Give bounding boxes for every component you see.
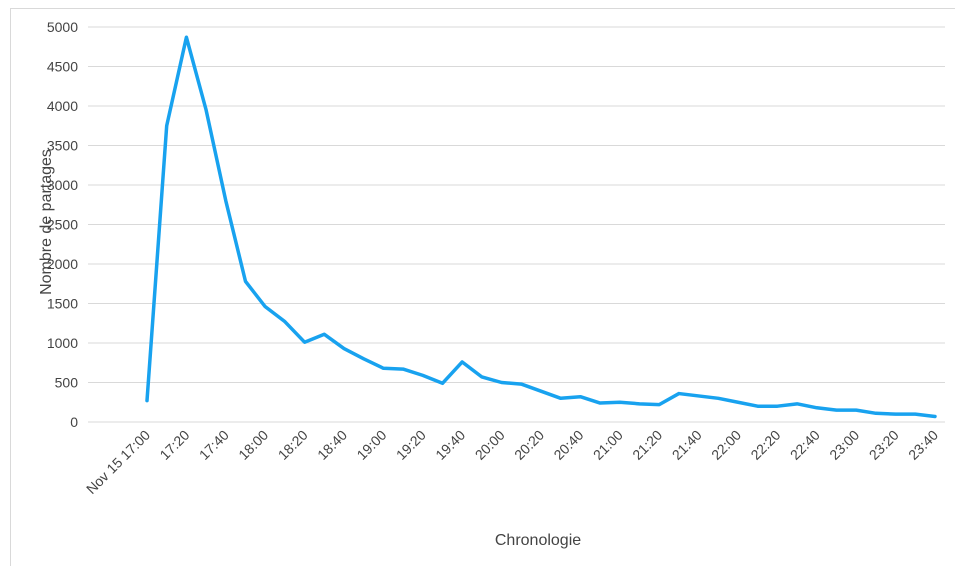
y-tick-label: 4000	[47, 98, 78, 114]
y-tick-label: 4500	[47, 59, 78, 75]
x-tick-label: 19:00	[353, 427, 389, 463]
x-tick-label: 19:40	[432, 427, 468, 463]
y-tick-label: 5000	[47, 19, 78, 35]
y-tick-label: 2500	[47, 217, 78, 233]
x-tick-label: Nov 15 17:00	[83, 427, 153, 497]
x-tick-label: 22:20	[747, 427, 783, 463]
y-tick-label: 3500	[47, 138, 78, 154]
x-tick-label: 23:40	[905, 427, 941, 463]
y-tick-label: 0	[70, 414, 78, 430]
x-tick-label: 21:20	[629, 427, 665, 463]
y-tick-label: 1500	[47, 296, 78, 312]
x-tick-label: 22:00	[708, 427, 744, 463]
x-tick-label: 20:40	[550, 427, 586, 463]
line	[145, 35, 937, 419]
x-tick-label: 21:00	[590, 427, 626, 463]
x-tick-label: 18:20	[275, 427, 311, 463]
x-tick-label: 17:40	[196, 427, 232, 463]
x-axis-title: Chronologie	[495, 532, 581, 549]
y-tick-label: 1000	[47, 335, 78, 351]
x-tick-label: 23:20	[866, 427, 902, 463]
y-tick-label: 2000	[47, 256, 78, 272]
y-tick-label: 500	[55, 375, 79, 391]
x-tick-label: 20:20	[511, 427, 547, 463]
y-axis-title: Nombre de partages	[38, 149, 55, 295]
x-tick-label: 22:40	[787, 427, 823, 463]
x-tick-label: 17:20	[156, 427, 192, 463]
x-tick-label: 18:00	[235, 427, 271, 463]
x-tick-label: 23:00	[826, 427, 862, 463]
x-tick-label: 19:20	[393, 427, 429, 463]
y-tick-label: 3000	[47, 177, 78, 193]
x-tick-label: 21:40	[669, 427, 705, 463]
x-tick-label: 18:40	[314, 427, 350, 463]
x-tick-label: 20:00	[472, 427, 508, 463]
panel-border	[10, 8, 955, 566]
